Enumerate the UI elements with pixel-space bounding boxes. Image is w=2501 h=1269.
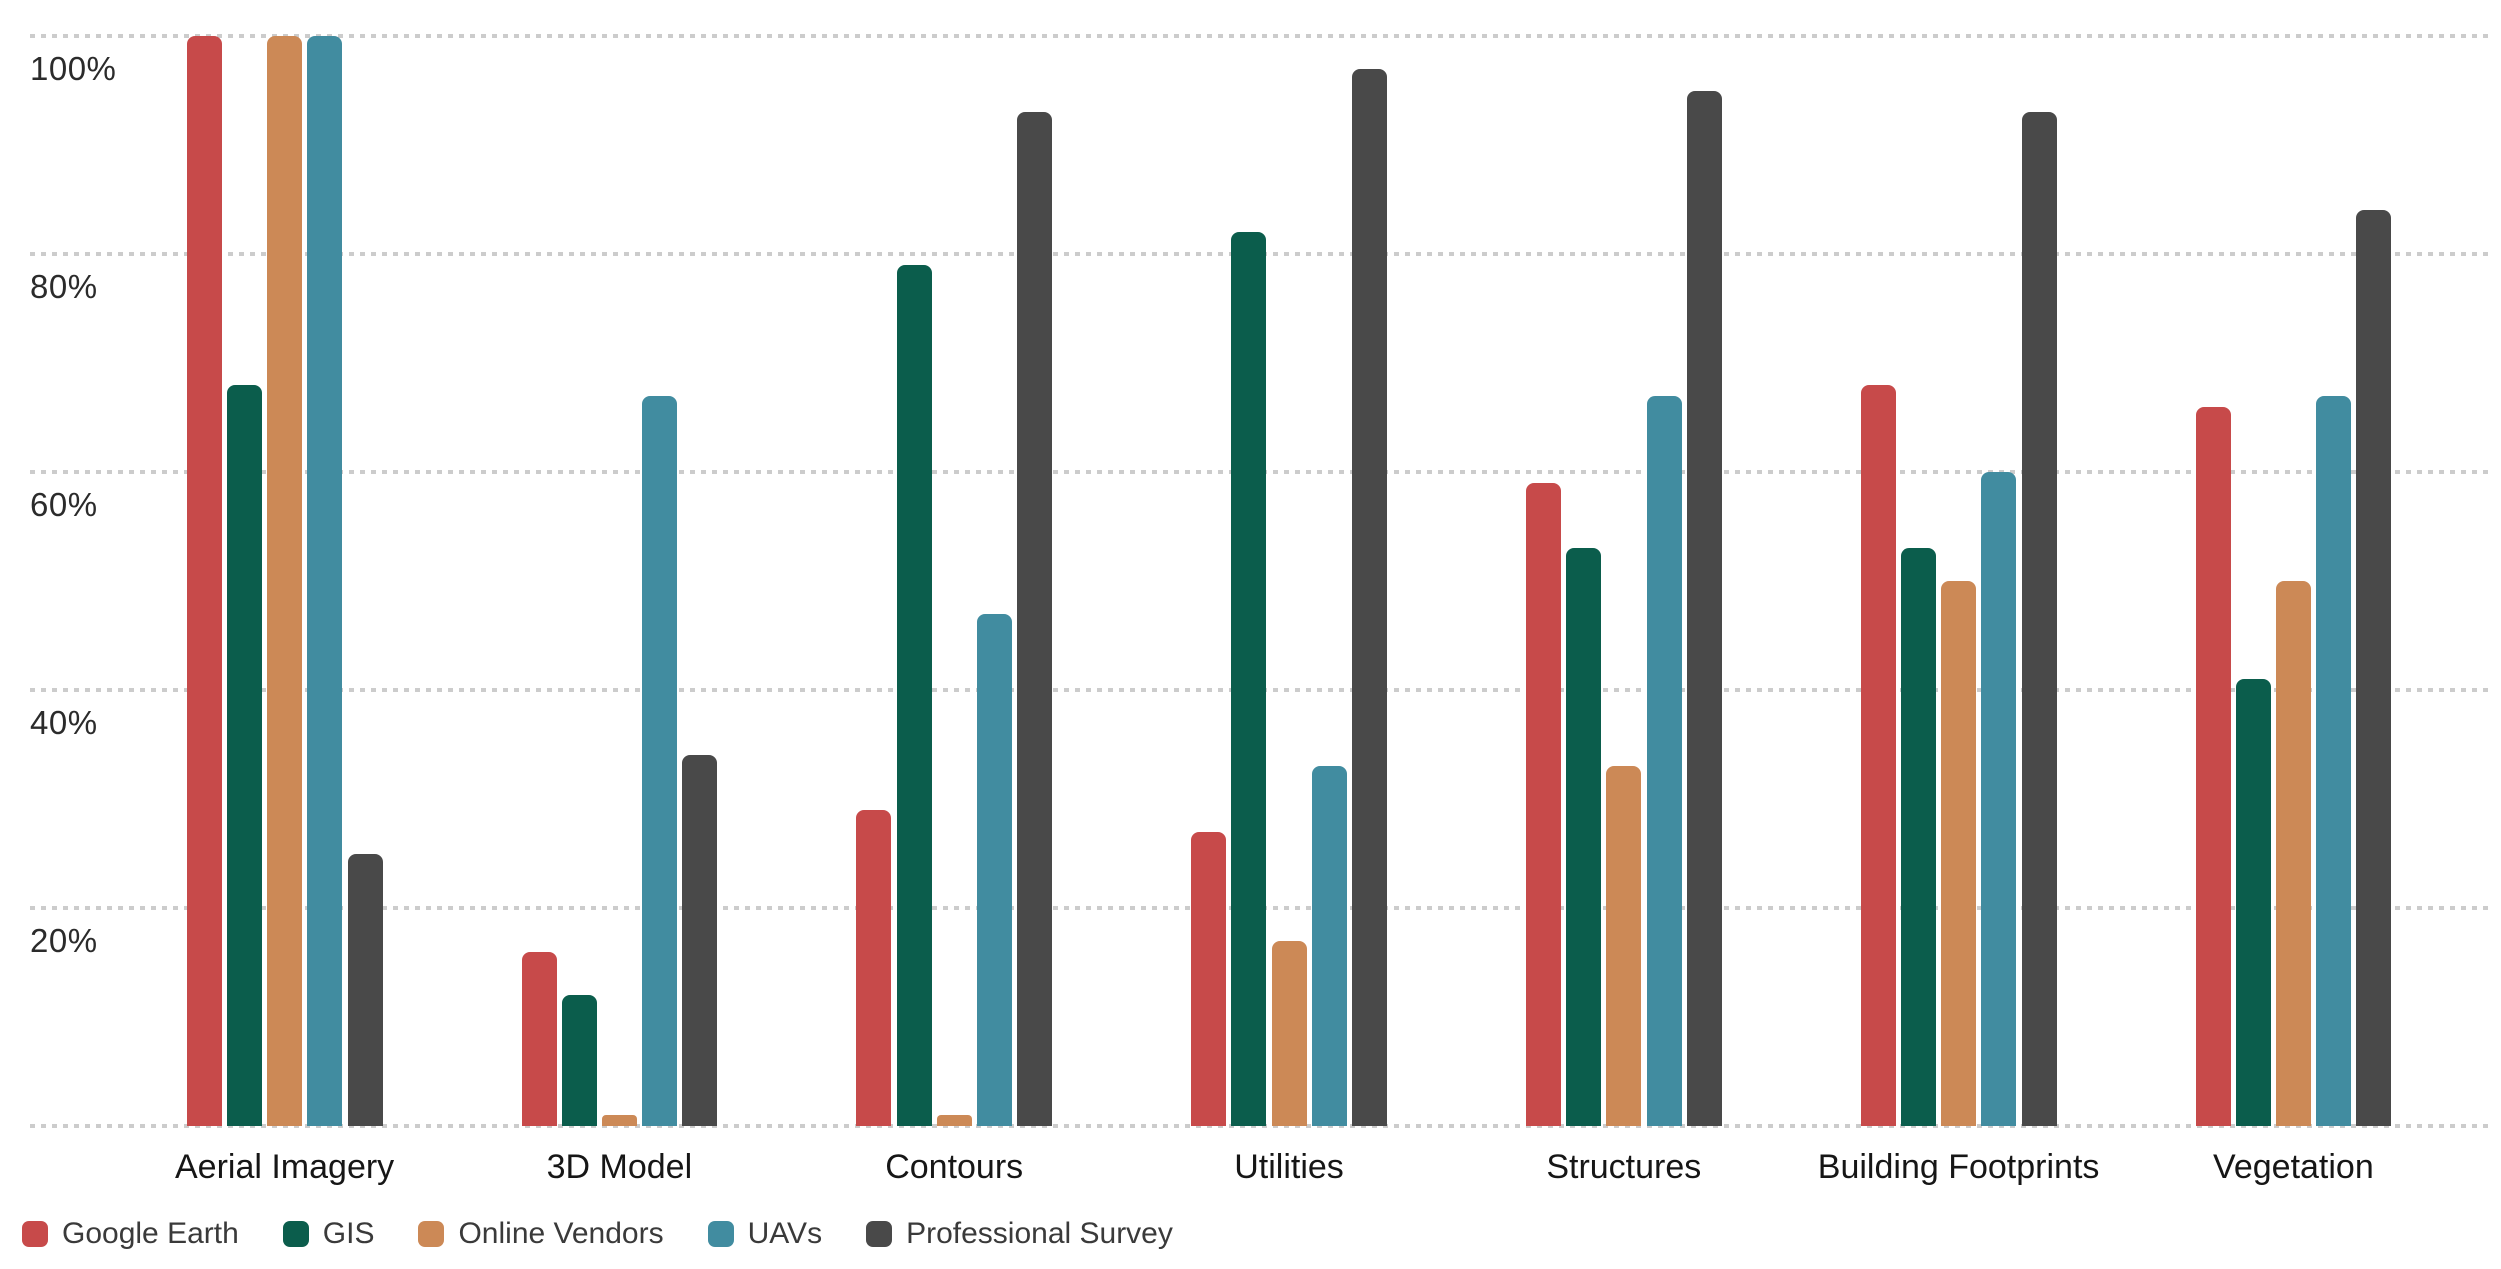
legend: Google Earth GIS Online Vendors UAVs Profess…	[22, 1217, 1173, 1251]
legend-swatch-gis	[282, 1221, 309, 1247]
bar-online-vendors-utilities	[1271, 940, 1307, 1126]
bar-gis-3d-model	[561, 995, 597, 1126]
bar-google-earth-3d-model	[521, 951, 557, 1126]
bar-gis-aerial-imagery	[226, 384, 262, 1126]
legend-item-online-vendors: Online Vendors	[418, 1217, 664, 1251]
y-tick-label-40: 40%	[30, 704, 98, 741]
legend-swatch-uavs	[707, 1221, 734, 1247]
legend-item-google-earth: Google Earth	[22, 1217, 239, 1251]
bar-online-vendors-structures	[1606, 766, 1642, 1126]
y-tick-label-100: 100%	[30, 50, 117, 87]
bar-online-vendors-building-footprints	[1941, 581, 1977, 1126]
legend-item-gis: GIS	[282, 1217, 375, 1251]
bar-professional-survey-vegetation	[2356, 210, 2392, 1126]
bar-professional-survey-structures	[1686, 90, 1722, 1126]
bar-gis-building-footprints	[1900, 548, 1936, 1126]
bar-google-earth-contours	[856, 809, 892, 1126]
bar-uavs-building-footprints	[1981, 472, 2017, 1126]
bar-uavs-utilities	[1311, 766, 1347, 1126]
y-tick-label-20: 20%	[30, 922, 98, 959]
bar-google-earth-aerial-imagery	[186, 36, 222, 1126]
legend-label-uavs: UAVs	[747, 1217, 823, 1250]
bar-uavs-structures	[1646, 395, 1682, 1126]
legend-item-uavs: UAVs	[707, 1217, 823, 1251]
y-tick-label-80: 80%	[30, 268, 98, 305]
bar-professional-survey-contours	[1017, 112, 1053, 1126]
bar-online-vendors-3d-model	[601, 1115, 637, 1126]
category-label-structures: Structures	[1546, 1148, 1702, 1186]
bar-online-vendors-vegetation	[2275, 581, 2311, 1126]
category-label-building-footprints: Building Footprints	[1817, 1148, 2100, 1186]
legend-swatch-google-earth	[22, 1221, 48, 1247]
category-label-utilities: Utilities	[1234, 1148, 1344, 1186]
legend-label-gis: GIS	[322, 1217, 375, 1250]
legend-label-google-earth: Google Earth	[62, 1217, 239, 1250]
bar-google-earth-vegetation	[2195, 406, 2231, 1126]
bar-professional-survey-3d-model	[682, 755, 718, 1126]
category-label-aerial-imagery: Aerial Imagery	[174, 1148, 395, 1186]
bar-uavs-vegetation	[2316, 395, 2352, 1126]
bar-gis-structures	[1566, 548, 1602, 1126]
bar-google-earth-utilities	[1191, 831, 1227, 1126]
bar-google-earth-structures	[1525, 482, 1561, 1126]
legend-swatch-professional-survey	[866, 1221, 893, 1247]
bar-google-earth-building-footprints	[1860, 384, 1896, 1126]
category-label-3d-model: 3D Model	[546, 1148, 693, 1186]
bar-professional-survey-aerial-imagery	[347, 853, 383, 1126]
gridline-100	[30, 34, 2492, 38]
bar-uavs-contours	[976, 613, 1012, 1126]
bar-uavs-aerial-imagery	[307, 36, 343, 1126]
gridline-0	[30, 1124, 2492, 1128]
bar-uavs-3d-model	[642, 395, 678, 1126]
bar-online-vendors-contours	[936, 1115, 972, 1126]
y-tick-label-60: 60%	[30, 486, 98, 523]
legend-label-online-vendors: Online Vendors	[458, 1217, 664, 1250]
bar-gis-utilities	[1231, 232, 1267, 1126]
bar-gis-vegetation	[2235, 679, 2271, 1126]
category-label-vegetation: Vegetation	[2213, 1148, 2374, 1186]
bar-professional-survey-utilities	[1351, 68, 1387, 1126]
bar-professional-survey-building-footprints	[2021, 112, 2057, 1126]
legend-item-professional-survey: Professional Survey	[866, 1217, 1173, 1251]
legend-swatch-online-vendors	[418, 1221, 445, 1247]
legend-label-professional-survey: Professional Survey	[906, 1217, 1173, 1250]
bar-gis-contours	[896, 264, 932, 1126]
category-label-contours: Contours	[885, 1148, 1024, 1186]
bar-online-vendors-aerial-imagery	[267, 36, 303, 1126]
